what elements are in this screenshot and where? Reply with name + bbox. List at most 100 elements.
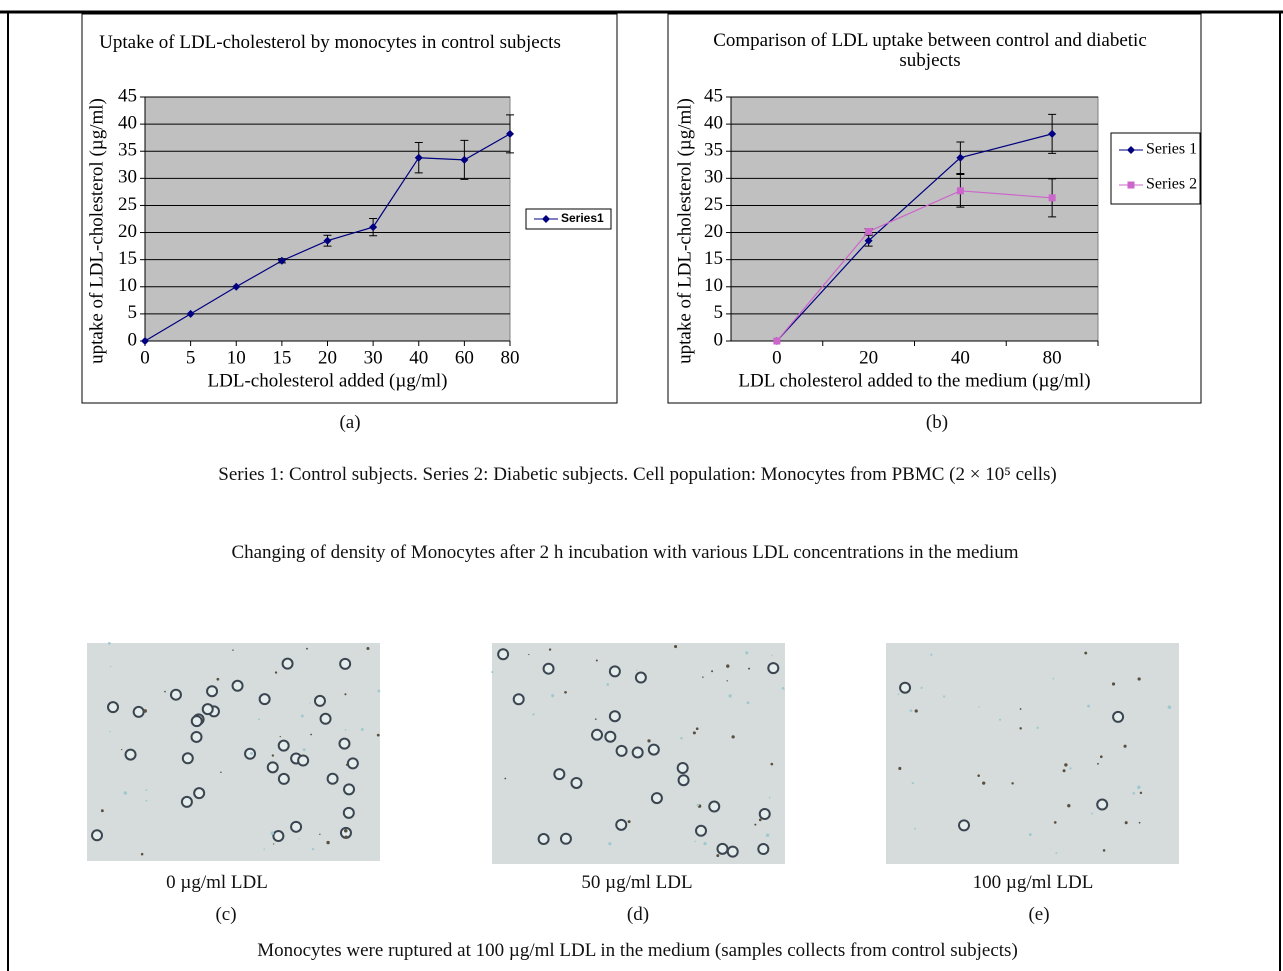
debris [674,644,678,649]
debris [232,649,234,651]
debris [1099,755,1103,759]
x-tick-label: 10 [227,347,246,368]
y-tick-label: 0 [714,329,724,350]
debris [746,701,750,705]
cell [132,705,145,718]
debris [982,781,986,785]
y-tick-label: 20 [704,221,723,242]
chart-title: Comparison of LDL uptake between control… [713,30,1147,71]
cell [258,693,271,706]
debris [344,728,347,731]
cell [277,772,290,785]
y-tick-label: 15 [704,248,723,269]
legend-label: Series 2 [1146,176,1197,193]
debris [220,771,222,774]
debris [765,833,770,837]
micrograph-heading: Changing of density of Monocytes after 2… [231,542,1019,563]
micrograph-letter: (c) [215,904,237,925]
cell [708,800,721,813]
y-tick-label: 25 [704,194,723,215]
debris [145,789,148,792]
marker [369,223,378,232]
x-tick-label: 80 [501,347,520,368]
debris [770,762,774,766]
debris [145,799,148,802]
cell [512,693,525,706]
cell [206,685,219,698]
y-tick-label: 30 [704,167,723,188]
debris [298,838,300,840]
cell [313,694,326,707]
cell [677,774,690,787]
cell [716,842,729,855]
cell [339,657,352,670]
series-line [776,133,1053,342]
micrograph [886,643,1179,864]
marker [141,337,149,345]
y-tick-label: 25 [118,194,137,215]
cell [193,787,206,800]
cell [958,819,971,832]
x-tick-label: 80 [1043,347,1062,368]
chart-title: Uptake of LDL-cholesterol by monocytes i… [99,32,561,53]
plot-area [144,96,511,342]
cell [615,818,628,831]
y-axis-label: uptake of LDL-cholesterol (µg/ml) [674,98,695,364]
marker [865,227,873,235]
debris [551,694,555,698]
cell [343,783,356,796]
panel-label: (a) [339,412,361,433]
cell [201,703,214,716]
debris [1091,812,1094,815]
debris [898,766,902,770]
micrograph-label: 100 µg/ml LDL [972,872,1094,893]
cell [290,820,303,833]
debris [263,848,266,851]
debris [343,828,348,833]
cell [608,710,621,723]
marker [506,129,514,138]
cell [190,730,203,743]
legend-label: Series 1 [1146,141,1197,158]
cell [570,776,583,789]
y-tick-label: 35 [118,140,137,161]
x-tick-label: 20 [859,347,878,368]
debris [108,730,111,733]
debris [711,670,714,673]
cell [615,744,628,757]
debris [532,713,535,716]
footer: Monocytes were ruptured at 100 µg/ml LDL… [257,940,1018,961]
debris [716,854,720,858]
marker [1048,129,1057,138]
marker [956,187,964,195]
debris [1036,726,1039,730]
debris [897,693,900,696]
debris [942,695,946,698]
micrograph-letter: (d) [626,904,650,925]
debris [109,665,112,668]
debris [977,774,980,777]
debris [507,652,509,654]
cell [537,833,550,846]
y-tick-label: 10 [118,275,137,296]
y-axis-label: uptake of LDL-cholesterol (µg/ml) [86,98,107,364]
cell [559,832,572,845]
marker [542,215,550,223]
cell [767,662,780,675]
debris [491,671,494,674]
plot-area [730,96,1099,342]
micrograph-label: 0 µg/ml LDL [166,872,268,893]
micrograph-label: 50 µg/ml LDL [581,872,693,893]
y-tick-label: 40 [704,112,723,133]
y-tick-label: 15 [118,248,137,269]
cell [277,739,290,752]
cell [757,842,770,855]
x-tick-label: 20 [318,347,337,368]
y-tick-label: 5 [128,302,138,323]
cell [553,768,566,781]
y-tick-label: 5 [714,302,724,323]
debris [270,831,274,835]
y-tick-label: 40 [118,112,137,133]
debris [594,718,597,721]
y-tick-label: 35 [704,140,723,161]
